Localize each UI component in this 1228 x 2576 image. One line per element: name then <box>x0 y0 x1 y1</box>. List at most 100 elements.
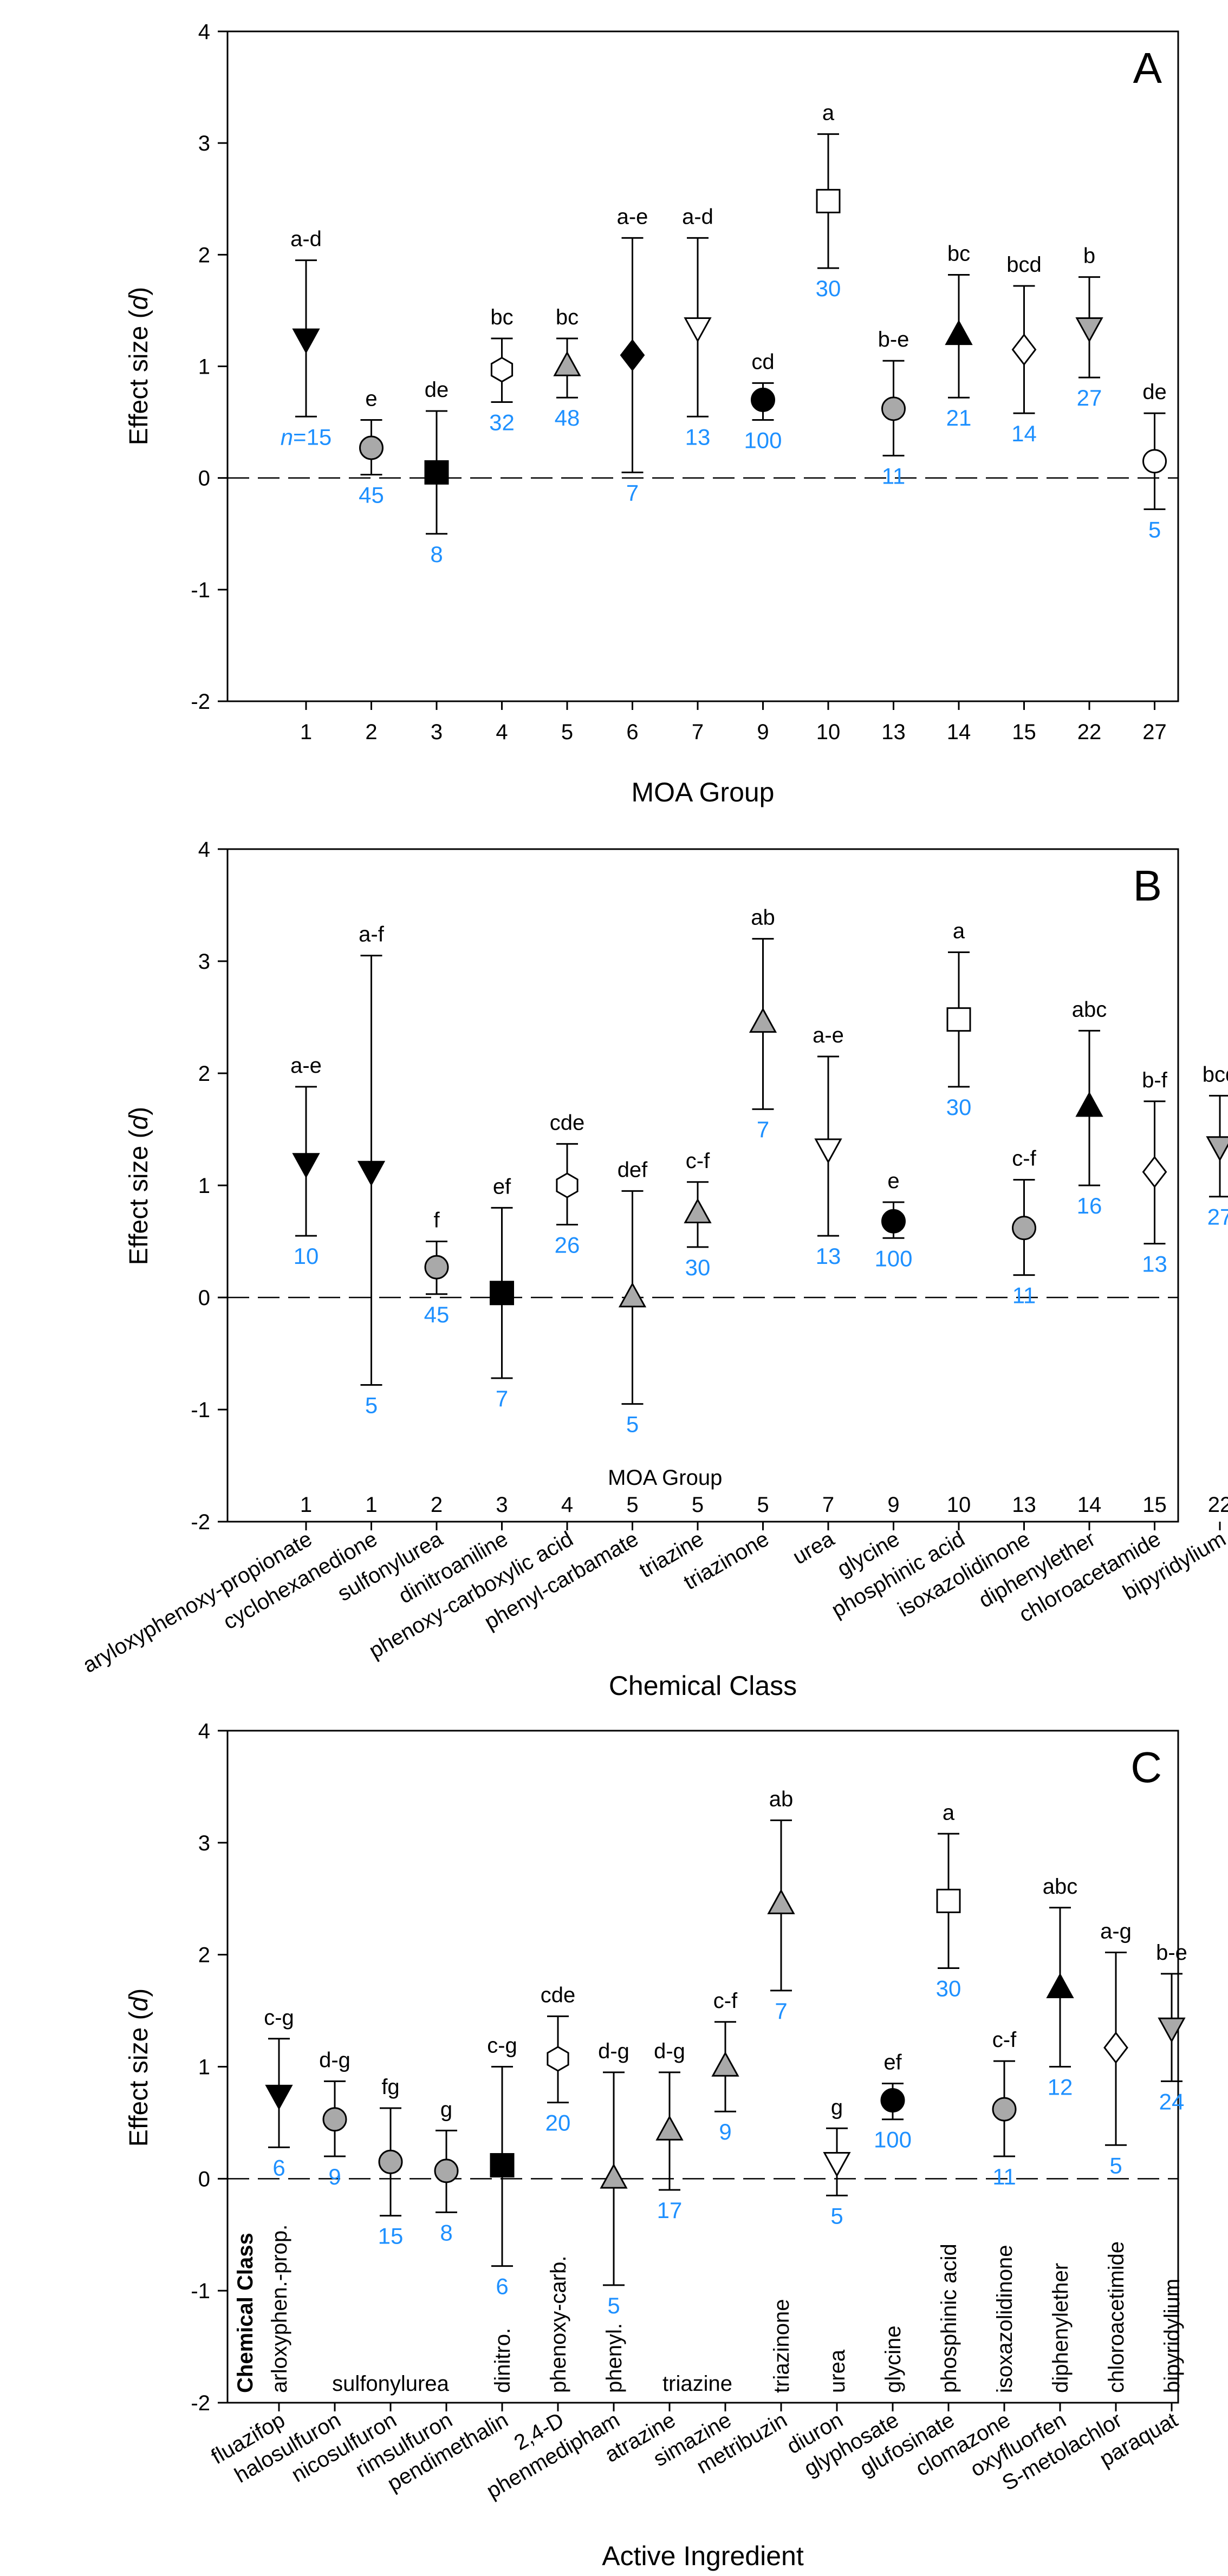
data-point: cde 20 <box>541 1983 576 2135</box>
sample-size-label: 5 <box>1148 517 1161 542</box>
data-point-marker <box>751 387 775 412</box>
chemical-class-label: isoxazolidinone <box>993 2245 1017 2393</box>
moa-group-label: 10 <box>947 1493 971 1517</box>
sample-size-label: 8 <box>430 542 443 567</box>
inner-axis-title: Chemical Class <box>233 2233 257 2393</box>
x-tick-label: 15 <box>1012 720 1036 744</box>
moa-group-label: 7 <box>822 1493 834 1517</box>
x-axis-title: Active Ingredient <box>602 2541 804 2571</box>
data-point-marker <box>359 435 384 460</box>
data-point: e 100 <box>874 1169 912 1271</box>
chemical-class-label: arloxyphen.-prop. <box>268 2225 291 2393</box>
data-point: c-f 30 <box>684 1149 712 1280</box>
chemical-class-label: phenoxy-carb. <box>547 2256 570 2393</box>
x-tick-label: 14 <box>947 720 971 744</box>
data-point: ef 7 <box>490 1175 514 1411</box>
sample-size-label: 5 <box>1109 2153 1122 2178</box>
data-point-marker <box>992 2097 1017 2122</box>
sample-size-label: 9 <box>328 2164 341 2189</box>
data-point-marker <box>378 2149 403 2174</box>
significance-letter: a <box>943 1801 955 1824</box>
data-point-marker <box>1206 1136 1228 1162</box>
data-point-marker <box>1158 2017 1186 2043</box>
significance-letter: d-g <box>654 2039 685 2063</box>
data-point: fg 15 <box>378 2075 404 2249</box>
significance-letter: fg <box>381 2075 399 2099</box>
sample-size-label: 6 <box>272 2155 285 2180</box>
data-point-marker <box>945 319 973 345</box>
significance-letter: b <box>1083 244 1095 268</box>
data-point-marker <box>292 1153 320 1178</box>
y-tick-label: -2 <box>191 2391 210 2415</box>
data-point-marker <box>1046 1973 1074 1999</box>
sample-size-label: 8 <box>440 2220 452 2245</box>
x-tick-label: 13 <box>881 720 906 744</box>
sample-size-label: 17 <box>657 2197 683 2223</box>
moa-group-label: 15 <box>1142 1493 1167 1517</box>
y-tick-label: 1 <box>198 355 210 379</box>
significance-letter: c-f <box>713 1989 738 2013</box>
data-point-marker <box>1142 1156 1167 1188</box>
significance-letter: d-g <box>598 2039 629 2063</box>
y-tick-label: -1 <box>191 1398 210 1422</box>
significance-letter: e <box>887 1169 899 1193</box>
significance-letter: ef <box>883 2051 902 2075</box>
chemical-class-label: dinitro. <box>491 2328 515 2393</box>
sample-size-label: 7 <box>626 480 639 505</box>
data-point: g8 <box>434 2097 459 2245</box>
moa-group-label: 9 <box>887 1493 899 1517</box>
data-point: a 30 <box>936 1801 961 2001</box>
y-tick-label: 4 <box>198 838 210 862</box>
data-point-marker <box>490 2153 515 2178</box>
data-point: a-d 13 <box>682 205 713 449</box>
significance-letter: cde <box>541 1983 576 2007</box>
sample-size-label: 16 <box>1077 1193 1102 1218</box>
y-tick-label: 0 <box>198 467 210 491</box>
x-tick-label: 3 <box>431 720 443 744</box>
y-tick-label: -2 <box>191 1510 210 1534</box>
data-point-marker <box>823 2152 851 2177</box>
y-tick-label: -1 <box>191 2279 210 2303</box>
data-point-marker <box>749 1007 777 1033</box>
data-point: ef 100 <box>874 2051 912 2153</box>
chemical-class-label: phosphinic acid <box>937 2244 961 2393</box>
y-axis-title: Effect size (d) <box>125 1107 153 1266</box>
significance-letter: a-d <box>682 205 713 229</box>
moa-group-label: 22 <box>1208 1493 1228 1517</box>
data-point: a-g 5 <box>1100 1920 1132 2179</box>
data-point-marker <box>946 1007 971 1032</box>
x-tick-label: 7 <box>692 720 704 744</box>
significance-letter: de <box>1142 380 1167 404</box>
data-point: b 27 <box>1075 244 1103 410</box>
data-point-marker <box>434 2158 459 2183</box>
data-point-marker <box>556 1172 579 1198</box>
x-tick-label: 27 <box>1142 720 1167 744</box>
sample-size-label: 21 <box>946 405 972 431</box>
data-point-marker <box>265 2084 293 2110</box>
significance-letter: bc <box>490 305 513 329</box>
sample-size-label: 7 <box>775 1998 787 2024</box>
sample-size-label: 7 <box>757 1117 769 1142</box>
sample-size-label: 27 <box>1077 385 1102 410</box>
significance-letter: a <box>953 919 965 943</box>
moa-group-label: 5 <box>692 1493 704 1517</box>
y-tick-label: -2 <box>191 690 210 714</box>
x-tick-label: 9 <box>757 720 769 744</box>
moa-group-label: 13 <box>1012 1493 1036 1517</box>
y-tick-label: 3 <box>198 1831 210 1855</box>
sample-size-label: 15 <box>378 2223 404 2249</box>
moa-group-label: 5 <box>757 1493 769 1517</box>
data-point: cde 26 <box>550 1111 585 1257</box>
sample-size-label: 30 <box>816 276 841 301</box>
data-point-marker <box>936 1888 961 1913</box>
data-point-marker <box>684 1198 712 1224</box>
sample-size-label: 45 <box>359 482 384 507</box>
data-point: c-f 11 <box>992 2028 1017 2189</box>
sample-size-label: 6 <box>496 2274 508 2299</box>
x-tick-label: 4 <box>496 720 508 744</box>
y-axis-title: Effect size (d) <box>125 287 153 446</box>
data-point-marker <box>1075 317 1103 343</box>
moa-group-label: 4 <box>561 1493 573 1517</box>
significance-letter: a-g <box>1100 1920 1132 1944</box>
significance-letter: de <box>425 378 449 402</box>
